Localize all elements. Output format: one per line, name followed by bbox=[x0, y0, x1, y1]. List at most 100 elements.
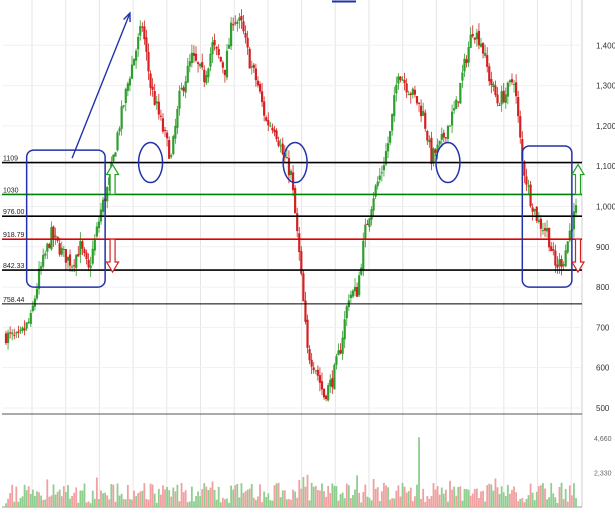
candle-body bbox=[457, 101, 460, 103]
candle-body bbox=[217, 49, 220, 56]
volume-bar bbox=[570, 495, 573, 507]
volume-bar bbox=[21, 496, 24, 507]
candle-body bbox=[87, 259, 90, 268]
candle-body bbox=[155, 101, 158, 104]
candle-body bbox=[118, 128, 121, 132]
candle-body bbox=[91, 248, 94, 264]
volume-bar bbox=[69, 498, 71, 507]
candle-body bbox=[302, 273, 305, 302]
candle-body bbox=[531, 207, 534, 212]
candle-body bbox=[479, 43, 483, 47]
volume-bar bbox=[511, 489, 513, 507]
volume-bar bbox=[193, 501, 195, 507]
candle-body bbox=[322, 388, 326, 398]
volume-bar bbox=[31, 489, 34, 507]
candle-body bbox=[75, 254, 78, 268]
volume-bar bbox=[471, 493, 474, 507]
candle-body bbox=[434, 149, 437, 153]
candle-body bbox=[519, 116, 522, 138]
volume-bar bbox=[9, 493, 12, 507]
volume-bar bbox=[395, 490, 398, 507]
volume-bar bbox=[277, 482, 280, 507]
volume-bar bbox=[546, 499, 548, 507]
volume-bar bbox=[242, 492, 245, 507]
arrow-head bbox=[123, 11, 131, 23]
volume-bar bbox=[89, 503, 92, 507]
volume-bar bbox=[486, 485, 489, 507]
volume-bar bbox=[463, 488, 466, 507]
right-range-up-arrow bbox=[570, 163, 586, 195]
volume-bar bbox=[252, 497, 255, 507]
candle-body bbox=[101, 199, 105, 212]
candle-body bbox=[126, 83, 129, 91]
candle-body bbox=[341, 337, 344, 354]
candle-body bbox=[180, 87, 183, 90]
volume-bar bbox=[513, 486, 515, 507]
volume-bar bbox=[230, 485, 233, 507]
candle-body bbox=[560, 259, 563, 268]
volume-bar bbox=[190, 486, 193, 507]
candle-body bbox=[52, 226, 55, 239]
volume-bar bbox=[259, 484, 261, 507]
volume-bar bbox=[407, 491, 410, 507]
volume-bar bbox=[473, 489, 476, 507]
candle-body bbox=[566, 241, 569, 253]
volume-bar bbox=[294, 491, 297, 507]
volume-bar bbox=[254, 499, 257, 507]
price-levels: 1109 1030 976.00 918.79 842.33 758.44 bbox=[2, 154, 582, 305]
volume-bar bbox=[333, 485, 336, 507]
volume-bar bbox=[126, 485, 129, 507]
candle-body bbox=[442, 132, 445, 138]
candle-body bbox=[496, 94, 499, 104]
candle-body bbox=[517, 97, 520, 117]
candle-body bbox=[450, 111, 454, 126]
candle-body bbox=[147, 51, 150, 72]
volume-bar bbox=[75, 487, 78, 507]
candle-body bbox=[358, 275, 361, 296]
volume-bar bbox=[81, 490, 84, 507]
volume-bar bbox=[343, 498, 346, 507]
candle-body bbox=[203, 69, 206, 83]
volume-bar bbox=[399, 496, 402, 507]
volume-bar bbox=[573, 483, 575, 507]
volume-bar bbox=[312, 486, 315, 507]
volume-bar bbox=[11, 484, 14, 507]
candle-body bbox=[420, 105, 423, 117]
volume-bar bbox=[424, 502, 427, 507]
candle-body bbox=[23, 328, 26, 331]
volume-bar bbox=[162, 485, 164, 507]
candle-body bbox=[333, 364, 336, 390]
volume-bar bbox=[389, 499, 392, 507]
volume-bar bbox=[354, 489, 356, 507]
candle-body bbox=[539, 218, 542, 229]
volume-bar bbox=[356, 475, 358, 507]
candle-body bbox=[211, 42, 214, 55]
volume-bar bbox=[168, 490, 171, 507]
volume-bar bbox=[566, 501, 569, 507]
candle-body bbox=[353, 286, 357, 292]
candle-body bbox=[331, 378, 334, 388]
level-label: 758.44 bbox=[3, 297, 25, 304]
volume-bar bbox=[383, 482, 385, 507]
volume-bar bbox=[544, 488, 546, 507]
volume-bar bbox=[548, 497, 551, 507]
volume-bar bbox=[539, 485, 542, 507]
volume-bar bbox=[484, 501, 487, 507]
candle-body bbox=[339, 349, 342, 354]
candle-body bbox=[432, 148, 435, 163]
volume-bar bbox=[48, 496, 51, 507]
candle-body bbox=[411, 88, 414, 95]
volume-bar bbox=[34, 495, 36, 507]
candle-body bbox=[248, 48, 251, 69]
candle-body bbox=[271, 127, 274, 131]
candle-body bbox=[335, 356, 338, 365]
volume-bar bbox=[224, 499, 226, 507]
volume-bar bbox=[221, 497, 224, 507]
candle-body bbox=[455, 99, 458, 109]
volume-bar bbox=[108, 499, 111, 507]
volume-bar bbox=[174, 491, 177, 507]
volume-bar bbox=[403, 486, 406, 507]
volume-bar bbox=[568, 485, 571, 507]
volume-bar bbox=[273, 485, 276, 507]
volume-tick-label: 4,660 bbox=[594, 436, 612, 443]
